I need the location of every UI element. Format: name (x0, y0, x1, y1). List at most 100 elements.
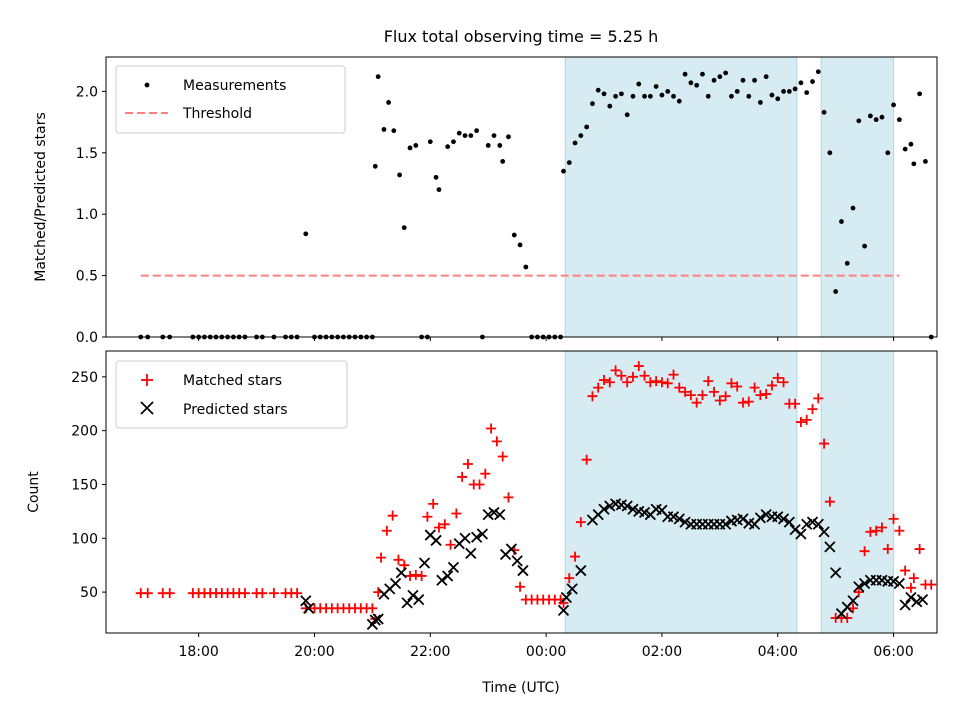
matched-star-point (622, 377, 633, 388)
predicted-star-point (783, 516, 795, 528)
matched-star-point (486, 423, 497, 434)
matched-star-point (416, 570, 427, 581)
matched-star-point (239, 588, 250, 599)
y-tick-label: 200 (71, 424, 98, 440)
top-y-axis-label: Matched/Predicted stars (33, 112, 49, 282)
matched-star-point (865, 526, 876, 537)
measurement-point (624, 112, 630, 118)
matched-star-point (399, 560, 410, 571)
measurement-point (485, 143, 491, 148)
bottom-legend: Matched stars Predicted stars (115, 360, 348, 429)
matched-star-point (393, 554, 404, 565)
measurement-point (688, 80, 694, 86)
predicted-star-point (916, 593, 929, 606)
measurement-point (879, 114, 885, 120)
matched-star-point (515, 581, 526, 592)
legend-matched-marker (141, 374, 153, 386)
matched-star-point (376, 552, 387, 563)
predicted-star-point (407, 589, 419, 601)
measurement-point (491, 133, 497, 138)
measurement-point (647, 93, 653, 99)
measurement-point (804, 90, 810, 96)
measurement-point (401, 225, 407, 231)
count-points (135, 361, 937, 631)
measurement-point (911, 161, 917, 167)
measurement-point (746, 93, 752, 99)
matched-star-point (755, 390, 766, 401)
measurement-point (578, 133, 584, 138)
predicted-star-point (436, 574, 448, 586)
predicted-star-point (418, 557, 431, 569)
measurement-point (769, 92, 775, 98)
predicted-star-point (413, 593, 425, 606)
measurement-point (572, 140, 578, 146)
matched-star-point (926, 579, 937, 590)
predicted-star-point (575, 564, 587, 577)
matched-star-point (497, 451, 508, 462)
measurement-point (590, 101, 595, 107)
measurement-point (885, 150, 891, 156)
measurement-point (517, 242, 523, 248)
matched-star-point (714, 395, 725, 406)
predicted-star-point (893, 577, 905, 590)
y-tick-label: 100 (71, 531, 98, 547)
matched-star-point (410, 569, 421, 580)
matched-star-point (680, 386, 691, 397)
y-tick-label: 0.5 (76, 269, 98, 285)
predicted-star-point (476, 528, 489, 540)
matched-star-point (570, 551, 581, 562)
measurement-point (682, 71, 688, 77)
matched-star-point (685, 390, 696, 401)
matched-star-point (462, 459, 473, 470)
x-axis-label: Time (UTC) (481, 680, 559, 696)
legend-measurements-marker (144, 82, 150, 88)
predicted-star-point (557, 604, 570, 617)
measurement-point (868, 113, 873, 119)
top-x-ticks (198, 337, 895, 341)
x-tick-label: 00:00 (526, 644, 566, 660)
predicted-star-point (488, 506, 500, 519)
matched-star-point (871, 525, 882, 536)
measurement-point (445, 144, 451, 150)
predicted-star-point (517, 564, 529, 577)
measurement-point (391, 128, 397, 134)
measurement-point (497, 143, 503, 148)
observing-interval-0 (564, 56, 798, 338)
matched-star-point (842, 612, 853, 623)
measurement-point (407, 145, 413, 151)
measurement-point (676, 98, 682, 104)
measurement-point (671, 93, 676, 99)
measurement-point (303, 231, 309, 237)
observing-interval-1 (820, 350, 895, 634)
measurement-point (833, 289, 839, 294)
predicted-star-point (566, 583, 578, 595)
top-legend: Measurements Threshold (115, 65, 346, 134)
matched-star-point (772, 372, 783, 383)
measurement-point (850, 205, 856, 211)
predicted-star-point (777, 513, 790, 525)
measurement-point (873, 117, 879, 123)
matched-star-point (853, 587, 864, 598)
observing-interval-0 (564, 350, 798, 634)
measurement-point (630, 93, 636, 99)
observing-intervals-top (564, 56, 895, 338)
matched-star-point (645, 377, 656, 388)
bottom-y-ticks: 50 100 150 200 250 (71, 370, 106, 601)
x-tick-label: 02:00 (642, 644, 682, 660)
measurement-point (723, 70, 729, 76)
matched-star-point (697, 390, 708, 401)
measurement-point (923, 158, 928, 164)
matched-star-point (859, 546, 870, 557)
legend-measurements-label: Measurements (183, 78, 286, 94)
matched-star-point (581, 454, 592, 465)
predicted-star-point (604, 500, 616, 512)
predicted-star-point (494, 508, 506, 521)
measurement-point (705, 93, 711, 99)
measurement-point (734, 88, 740, 94)
predicted-star-point (482, 508, 494, 521)
matched-star-point (662, 378, 673, 389)
predicted-star-point (598, 503, 610, 515)
predicted-star-point (667, 511, 680, 523)
matched-star-point (743, 396, 754, 407)
